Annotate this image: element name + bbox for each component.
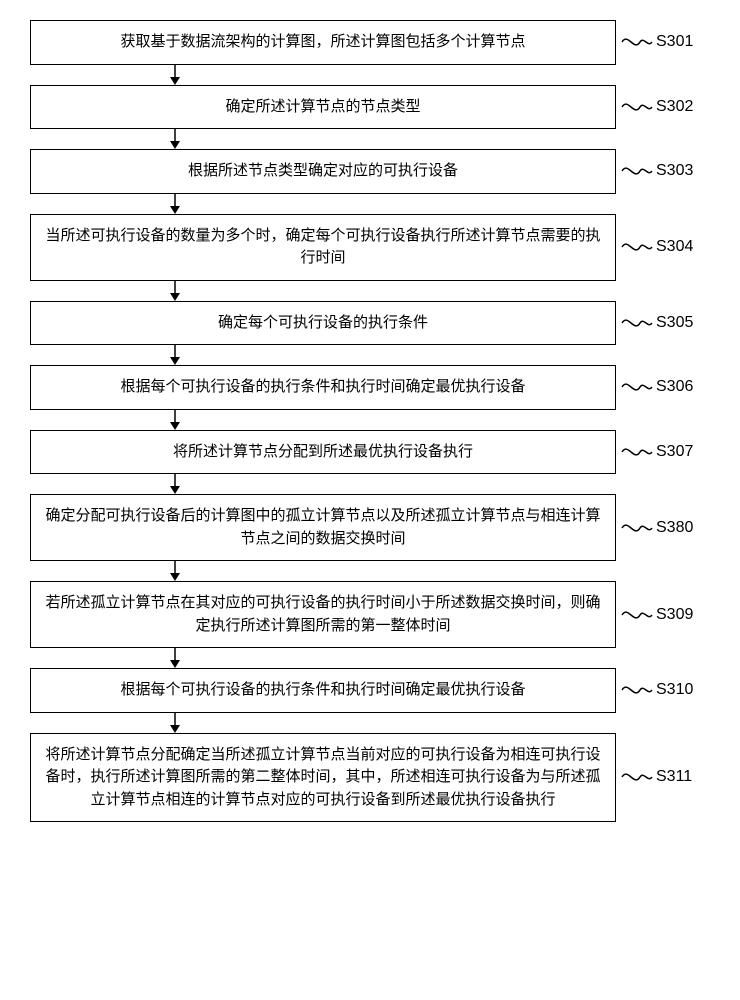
flow-step-row: 根据所述节点类型确定对应的可执行设备 S303 [20, 149, 720, 194]
flow-step-row: 确定分配可执行设备后的计算图中的孤立计算节点以及所述孤立计算节点与相连计算节点之… [20, 494, 720, 561]
arrow-down [165, 281, 740, 301]
step-connector [622, 322, 652, 324]
arrow-down [165, 345, 740, 365]
flow-step-box: 确定每个可执行设备的执行条件 [30, 301, 616, 346]
flow-step-box: 获取基于数据流架构的计算图，所述计算图包括多个计算节点 [30, 20, 616, 65]
step-connector [622, 451, 652, 453]
flow-step-box: 若所述孤立计算节点在其对应的可执行设备的执行时间小于所述数据交换时间，则确定执行… [30, 581, 616, 648]
arrow-down [165, 713, 740, 733]
step-label: S303 [656, 162, 706, 180]
step-label: S310 [656, 681, 706, 699]
flow-step-box: 确定分配可执行设备后的计算图中的孤立计算节点以及所述孤立计算节点与相连计算节点之… [30, 494, 616, 561]
arrow-down [165, 194, 740, 214]
flow-step-box: 根据每个可执行设备的执行条件和执行时间确定最优执行设备 [30, 365, 616, 410]
step-connector [622, 106, 652, 108]
step-label: S311 [656, 768, 706, 786]
flow-step-row: 获取基于数据流架构的计算图，所述计算图包括多个计算节点 S301 [20, 20, 720, 65]
arrow-down [165, 474, 740, 494]
flow-step-row: 确定每个可执行设备的执行条件 S305 [20, 301, 720, 346]
arrow-down [165, 65, 740, 85]
step-connector [622, 171, 652, 173]
flow-step-row: 当所述可执行设备的数量为多个时，确定每个可执行设备执行所述计算节点需要的执行时间… [20, 214, 720, 281]
step-label: S305 [656, 314, 706, 332]
flow-step-box: 当所述可执行设备的数量为多个时，确定每个可执行设备执行所述计算节点需要的执行时间 [30, 214, 616, 281]
flowchart-container: 获取基于数据流架构的计算图，所述计算图包括多个计算节点 S301 确定所述计算节… [20, 20, 720, 822]
step-label: S301 [656, 33, 706, 51]
step-label: S304 [656, 238, 706, 256]
step-label: S380 [656, 519, 706, 537]
flow-step-box: 根据所述节点类型确定对应的可执行设备 [30, 149, 616, 194]
flow-step-row: 将所述计算节点分配到所述最优执行设备执行 S307 [20, 430, 720, 475]
step-connector [622, 614, 652, 616]
step-label: S302 [656, 98, 706, 116]
flow-step-box: 将所述计算节点分配确定当所述孤立计算节点当前对应的可执行设备为相连可执行设备时，… [30, 733, 616, 823]
step-connector [622, 42, 652, 44]
flow-step-row: 确定所述计算节点的节点类型 S302 [20, 85, 720, 130]
step-connector [622, 527, 652, 529]
step-label: S306 [656, 378, 706, 396]
flow-step-box: 将所述计算节点分配到所述最优执行设备执行 [30, 430, 616, 475]
step-connector [622, 777, 652, 779]
step-label: S309 [656, 606, 706, 624]
flow-step-row: 根据每个可执行设备的执行条件和执行时间确定最优执行设备 S306 [20, 365, 720, 410]
arrow-down [165, 648, 740, 668]
step-connector [622, 387, 652, 389]
step-connector [622, 246, 652, 248]
flow-step-row: 将所述计算节点分配确定当所述孤立计算节点当前对应的可执行设备为相连可执行设备时，… [20, 733, 720, 823]
step-label: S307 [656, 443, 706, 461]
step-connector [622, 690, 652, 692]
flow-step-row: 若所述孤立计算节点在其对应的可执行设备的执行时间小于所述数据交换时间，则确定执行… [20, 581, 720, 648]
arrow-down [165, 129, 740, 149]
flow-step-row: 根据每个可执行设备的执行条件和执行时间确定最优执行设备 S310 [20, 668, 720, 713]
arrow-down [165, 561, 740, 581]
arrow-down [165, 410, 740, 430]
flow-step-box: 确定所述计算节点的节点类型 [30, 85, 616, 130]
flow-step-box: 根据每个可执行设备的执行条件和执行时间确定最优执行设备 [30, 668, 616, 713]
